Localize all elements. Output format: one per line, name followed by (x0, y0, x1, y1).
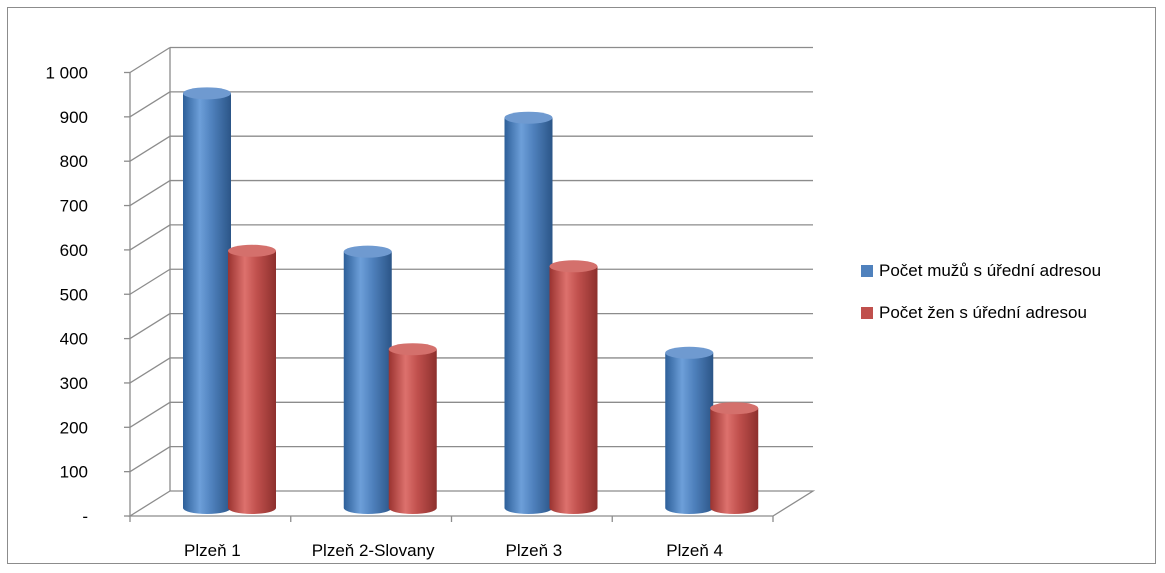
bar-women-4 (710, 402, 759, 514)
y-tick-label: 800 (60, 152, 88, 171)
bar-top (343, 245, 392, 258)
legend-label: Počet žen s úřední adresou (879, 303, 1087, 322)
legend: Počet mužů s úřední adresou Počet žen s ú… (861, 261, 1101, 322)
bar-body (228, 250, 276, 514)
bar-top (665, 346, 714, 359)
bar-top (183, 87, 231, 100)
bar-women-3 (549, 260, 598, 514)
gridline-side (129, 401, 171, 428)
bar-men-3 (504, 111, 553, 514)
gridline-side (129, 357, 171, 384)
bar-body (549, 266, 598, 514)
y-tick-label: 100 (60, 463, 88, 482)
gridline-side (129, 135, 171, 162)
bar-men-1 (183, 87, 231, 514)
bar-body (183, 93, 231, 514)
gridline-side (129, 313, 171, 340)
bar-top (549, 260, 598, 273)
y-tick-label: 200 (60, 418, 88, 437)
gridline-side (129, 268, 171, 295)
legend-swatch (861, 265, 873, 277)
x-tick-label: Plzeň 2-Slovany (312, 541, 435, 560)
y-tick-label: 900 (60, 108, 88, 127)
x-tick-label: Plzeň 1 (184, 541, 241, 560)
bar-body (343, 251, 392, 515)
axes: - 100 200 300 400 500 600 700 800 900 1 000 Plzeň 1… (45, 64, 816, 560)
bar-women-1 (228, 244, 276, 514)
bar-body (504, 117, 553, 514)
x-tick-label: Plzeň 3 (506, 541, 563, 560)
bar-body (710, 408, 759, 514)
y-tick-label: 1 000 (45, 64, 88, 83)
gridline-side (129, 446, 171, 473)
bar-top (388, 343, 437, 356)
bars (183, 87, 759, 515)
bar-top (710, 402, 759, 415)
bar-men-4 (665, 346, 714, 514)
y-tick-label: 500 (60, 285, 88, 304)
gridline-side (129, 179, 171, 207)
gridline-side (129, 46, 171, 74)
y-tick-label: 700 (60, 197, 88, 216)
bar-body (388, 349, 437, 514)
floor (127, 490, 816, 517)
bar-body (665, 352, 714, 514)
bar-top (228, 244, 276, 257)
y-tick-label: 300 (60, 374, 88, 393)
gridline-side (129, 91, 171, 118)
legend-swatch (861, 307, 873, 319)
gridline-side (129, 224, 171, 251)
y-tick-label: 600 (60, 241, 88, 260)
bar-men-2 (343, 245, 392, 515)
bar-top (504, 111, 553, 124)
legend-label: Počet mužů s úřední adresou (879, 261, 1101, 280)
y-tick-label: - (82, 507, 88, 526)
x-tick-label: Plzeň 4 (666, 541, 723, 560)
y-tick-label: 400 (60, 330, 88, 349)
bar-women-2 (388, 343, 437, 514)
